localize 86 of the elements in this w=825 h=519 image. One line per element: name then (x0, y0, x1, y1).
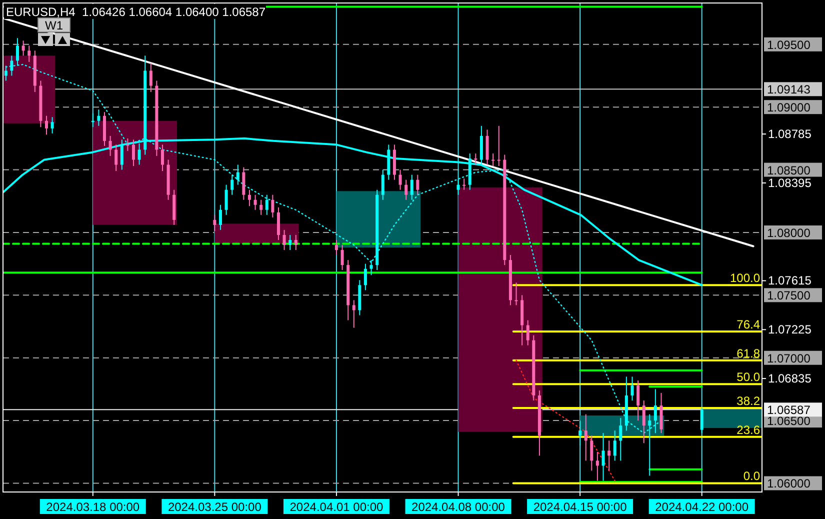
candlestick (260, 199, 263, 216)
candlestick (619, 418, 622, 462)
candlestick (50, 116, 54, 134)
candlestick (636, 380, 640, 422)
candlestick (584, 414, 588, 462)
ref-line-label: 1.08500 (767, 163, 811, 178)
candlestick (22, 40, 25, 56)
x-tick-label: 2024.04.08 00:00 (412, 500, 506, 514)
candlestick (578, 420, 582, 446)
candlestick (138, 142, 141, 166)
candlestick (364, 263, 367, 291)
candlestick (660, 392, 663, 434)
ref-line-label: 1.08000 (767, 226, 811, 240)
candlestick (28, 45, 31, 62)
ref-line-label: 1.09000 (767, 100, 811, 115)
candlestick (334, 239, 338, 256)
x-tick-label: 2024.03.18 00:00 (46, 500, 140, 514)
candlestick (497, 125, 500, 166)
y-tick-label: 1.08785 (768, 127, 812, 142)
candlestick (514, 282, 518, 306)
candlestick (410, 174, 414, 200)
annotation: 61.8 (736, 346, 760, 360)
candlestick (352, 300, 356, 328)
candlestick (97, 109, 100, 126)
candlestick (224, 184, 228, 216)
x-tick-label: 2024.04.01 00:00 (290, 500, 384, 514)
x-tick-label: 2024.04.22 00:00 (655, 500, 749, 514)
candlestick (265, 194, 268, 216)
candlestick (526, 320, 530, 346)
annotation: 50.0 (736, 370, 760, 384)
candlestick (44, 115, 48, 136)
candlestick (126, 138, 130, 152)
line-series (516, 360, 616, 482)
y-tick-label: 1.07615 (768, 274, 812, 288)
candlestick (381, 169, 384, 200)
candlestick (590, 435, 594, 472)
annotation: 0.0 (743, 469, 760, 484)
candlestick (404, 179, 408, 200)
candlestick (630, 376, 634, 401)
x-tick-label: 2024.04.15 00:00 (533, 500, 628, 514)
y-tick-label: 1.07225 (768, 322, 812, 337)
y-tick-label: 1.08395 (768, 176, 812, 190)
candlestick (294, 234, 298, 251)
candlestick (236, 164, 240, 186)
ref-line-label: 1.09500 (767, 38, 811, 52)
annotation: 100.0 (730, 271, 760, 286)
candlestick (700, 406, 704, 434)
candlestick (492, 152, 495, 166)
ref-line-label: 1.09143 (767, 82, 811, 97)
candlestick (108, 135, 112, 156)
candlestick (282, 229, 286, 251)
candlestick (486, 129, 489, 166)
candlestick (370, 260, 373, 276)
candlestick (218, 204, 222, 230)
candlestick (596, 451, 599, 482)
candlestick (248, 189, 251, 207)
candlestick (114, 144, 118, 172)
candlestick (398, 169, 402, 190)
candlestick (149, 62, 152, 93)
candlestick (160, 144, 164, 172)
candlestick (271, 194, 274, 218)
annotation: 38.2 (736, 394, 760, 408)
candlestick (456, 179, 460, 196)
candlestick (288, 234, 292, 251)
candlestick (213, 214, 216, 232)
candlestick (230, 174, 234, 196)
candlestick (602, 432, 605, 482)
candlestick (462, 178, 466, 190)
candlestick (608, 440, 611, 472)
candlestick (642, 400, 646, 444)
annotation: 76.4 (736, 318, 760, 332)
candlestick (242, 166, 246, 200)
candlestick (613, 430, 616, 462)
annotation: 23.6 (736, 422, 760, 437)
candlestick (340, 244, 344, 271)
candlestick (416, 174, 420, 196)
ref-line-label: 1.06000 (767, 476, 811, 491)
candlestick (254, 194, 257, 210)
ref-line-label: 1.07000 (767, 351, 811, 366)
ref-line-label: 1.07500 (767, 288, 811, 303)
x-tick-label: 2024.03.25 00:00 (168, 500, 262, 514)
annotation: W1 (45, 18, 64, 32)
candlestick (276, 206, 280, 240)
y-tick-label: 1.06835 (768, 372, 812, 386)
candlestick (132, 139, 135, 166)
chart-title: EURUSD,H4 1.06426 1.06604 1.06400 1.06587 (6, 5, 266, 19)
